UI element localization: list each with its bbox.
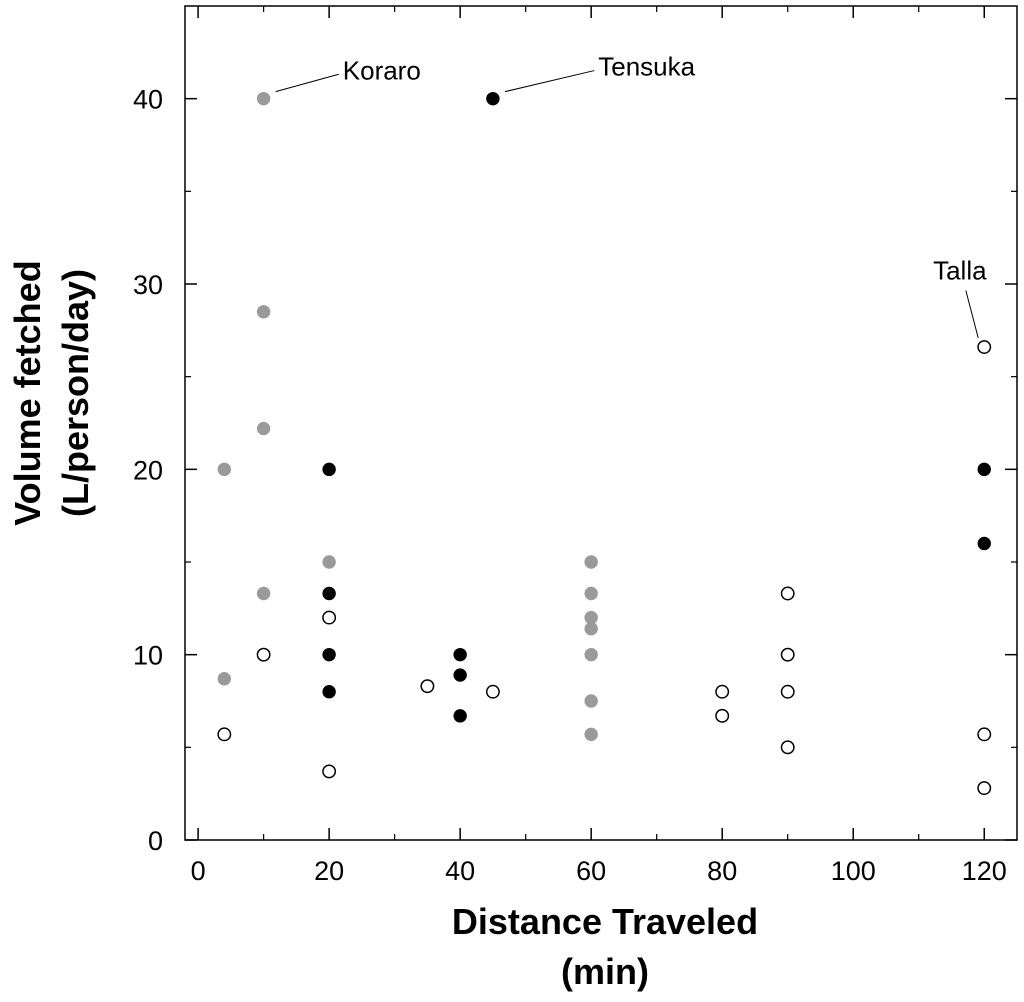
x-axis-unit: (min) <box>561 951 649 992</box>
data-point-open <box>322 764 337 779</box>
data-point-open <box>977 781 992 796</box>
annotation-label: Koraro <box>343 55 421 85</box>
data-point-gray-filled <box>584 610 598 625</box>
data-point-gray-filled <box>322 555 336 569</box>
data-point-black-filled <box>453 647 467 662</box>
y-tick-label: 20 <box>133 455 163 485</box>
annotation-leader <box>965 290 979 339</box>
data-points <box>217 91 992 796</box>
annotation-leader <box>275 73 339 93</box>
data-point-black-filled <box>322 647 336 662</box>
axis-ticks: 0 20 40 60 80 100 120 0 10 20 30 40 <box>133 6 1017 886</box>
x-tick-label: 80 <box>707 856 737 886</box>
data-point-black-filled <box>453 709 467 723</box>
y-tick-label: 10 <box>133 641 163 671</box>
data-point-open <box>977 340 992 354</box>
x-tick-label: 60 <box>576 856 606 886</box>
annotation-label: Talla <box>933 255 987 285</box>
data-point-open <box>780 684 795 699</box>
data-point-black-filled <box>322 586 336 601</box>
data-point-gray-filled <box>584 622 598 636</box>
data-point-gray-filled <box>256 586 271 601</box>
data-point-gray-filled <box>584 555 598 569</box>
data-point-open <box>217 727 232 742</box>
data-point-gray-filled <box>584 727 598 742</box>
data-point-open <box>485 684 500 699</box>
data-point-black-filled <box>977 462 991 477</box>
minor-ticks <box>185 6 1017 840</box>
data-point-black-filled <box>977 536 991 551</box>
annotation-label: Tensuka <box>598 52 695 82</box>
data-point-open <box>780 740 795 755</box>
data-point-gray-filled <box>256 421 271 436</box>
x-tick-label: 40 <box>445 856 475 886</box>
y-tick-label: 40 <box>133 85 163 115</box>
data-point-gray-filled <box>584 694 598 708</box>
data-point-gray-filled <box>584 586 598 601</box>
data-point-gray-filled <box>217 672 232 686</box>
data-point-gray-filled <box>217 462 232 477</box>
data-point-open <box>256 647 271 662</box>
data-point-black-filled <box>486 91 500 106</box>
data-point-open <box>420 679 435 694</box>
y-axis-unit: (L/person/day) <box>55 269 96 517</box>
x-tick-label: 100 <box>831 856 876 886</box>
data-point-gray-filled <box>256 305 271 319</box>
data-point-open <box>322 610 337 625</box>
data-point-open <box>977 727 992 742</box>
data-point-black-filled <box>322 685 336 699</box>
data-point-gray-filled <box>584 647 598 662</box>
x-tick-label: 20 <box>314 856 344 886</box>
y-axis-title: Volume fetched <box>7 260 48 525</box>
data-point-open <box>780 647 795 662</box>
x-axis-title: Distance Traveled <box>452 901 758 942</box>
x-tick-label: 0 <box>191 856 206 886</box>
y-tick-label: 0 <box>148 826 163 856</box>
annotations: Koraro Tensuka Talla <box>275 52 987 339</box>
data-point-black-filled <box>453 668 467 682</box>
y-tick-label: 30 <box>133 270 163 300</box>
data-point-black-filled <box>322 462 336 477</box>
data-point-open <box>780 586 795 601</box>
data-point-open <box>715 708 730 723</box>
data-point-gray-filled <box>256 91 271 106</box>
x-tick-label: 120 <box>962 856 1007 886</box>
data-point-open <box>715 684 730 699</box>
annotation-leader <box>504 70 595 93</box>
plot-frame <box>184 5 1018 841</box>
